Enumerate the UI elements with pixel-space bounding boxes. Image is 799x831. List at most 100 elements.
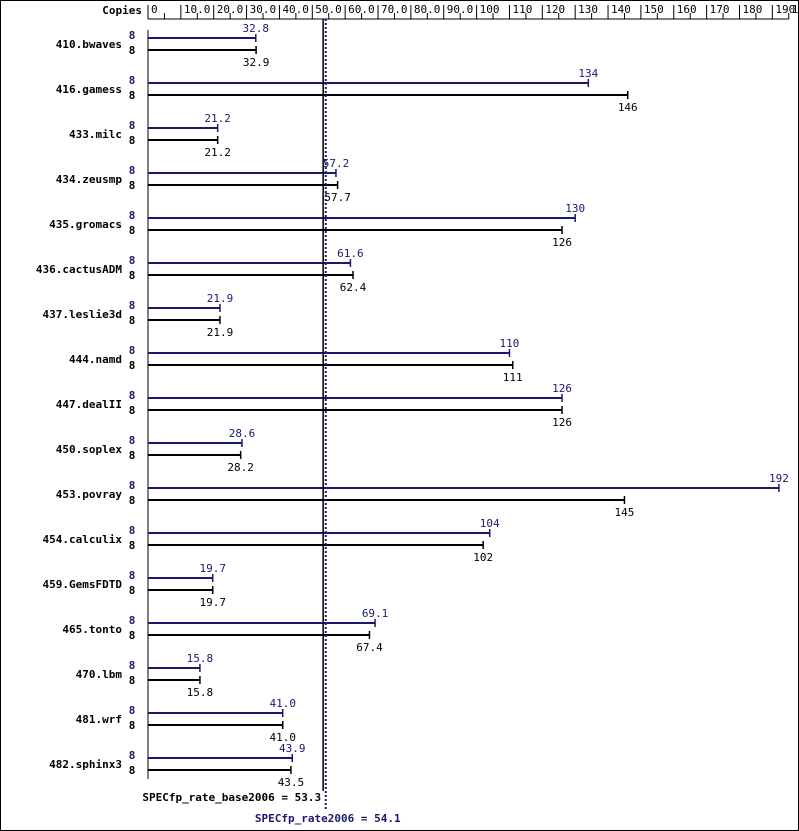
axis-tick-label: 130 (578, 3, 598, 16)
axis-tick-label: 110 (512, 3, 532, 16)
axis-tick-label: 170 (710, 3, 730, 16)
peak-value-label: 21.9 (207, 292, 234, 305)
peak-value-label: 192 (769, 472, 789, 485)
axis: 0 10.0 20.0 30.0 40.0 50.0 60.0 70.0 80.0 90.0 100… (147, 3, 798, 779)
peak-copies-label: 8 (129, 524, 136, 537)
benchmark-label: 447.dealII (56, 398, 122, 411)
base-value-label: 32.9 (243, 56, 270, 69)
peak-value-label: 61.6 (337, 247, 364, 260)
base-value-label: 41.0 (269, 731, 296, 744)
peak-value-label: 41.0 (269, 697, 296, 710)
benchmark-label: 435.gromacs (49, 218, 122, 231)
benchmark-label: 410.bwaves (56, 38, 122, 51)
axis-tick-label: 180 (742, 3, 762, 16)
base-reference-label: SPECfp_rate_base2006 = 53.3 (142, 791, 321, 804)
axis-tick-label: 50.0 (315, 3, 342, 16)
base-copies-label: 8 (129, 314, 136, 327)
base-copies-label: 8 (129, 719, 136, 732)
peak-copies-label: 8 (129, 569, 136, 582)
base-value-label: 126 (552, 416, 572, 429)
base-copies-label: 8 (129, 629, 136, 642)
base-value-label: 57.7 (324, 191, 351, 204)
axis-tick-label: 40.0 (282, 3, 309, 16)
peak-copies-label: 8 (129, 749, 136, 762)
peak-value-label: 57.2 (323, 157, 350, 170)
base-copies-label: 8 (129, 44, 136, 57)
base-copies-label: 8 (129, 494, 136, 507)
peak-copies-label: 8 (129, 74, 136, 87)
bars: 410.bwaves 8 32.8 8 32.9 416.gamess 8 134 8 146 43… (36, 22, 789, 789)
peak-copies-label: 8 (129, 389, 136, 402)
peak-copies-label: 8 (129, 254, 136, 267)
base-value-label: 62.4 (340, 281, 367, 294)
peak-copies-label: 8 (129, 479, 136, 492)
peak-value-label: 104 (480, 517, 500, 530)
peak-value-label: 21.2 (204, 112, 231, 125)
peak-copies-label: 8 (129, 29, 136, 42)
peak-value-label: 32.8 (243, 22, 270, 35)
axis-tick-label: 70.0 (381, 3, 408, 16)
benchmark-label: 454.calculix (43, 533, 123, 546)
benchmark-label: 470.lbm (76, 668, 123, 681)
base-value-label: 21.2 (204, 146, 231, 159)
peak-value-label: 134 (578, 67, 598, 80)
peak-value-label: 28.6 (229, 427, 256, 440)
axis-tick-label: 190 (775, 3, 795, 16)
axis-tick-label: 160 (677, 3, 697, 16)
axis-tick-label: 120 (545, 3, 565, 16)
peak-copies-label: 8 (129, 659, 136, 672)
base-copies-label: 8 (129, 269, 136, 282)
base-value-label: 15.8 (187, 686, 214, 699)
axis-tick-label: 90.0 (447, 3, 474, 16)
peak-value-label: 126 (552, 382, 572, 395)
axis-tick-label: 100 (480, 3, 500, 16)
benchmark-label: 453.povray (56, 488, 123, 501)
base-copies-label: 8 (129, 584, 136, 597)
axis-tick-label: 60.0 (348, 3, 375, 16)
base-copies-label: 8 (129, 674, 136, 687)
base-copies-label: 8 (129, 224, 136, 237)
base-value-label: 19.7 (199, 596, 226, 609)
base-copies-label: 8 (129, 449, 136, 462)
benchmark-label: 433.milc (69, 128, 122, 141)
peak-copies-label: 8 (129, 434, 136, 447)
axis-tick-label: 140 (611, 3, 631, 16)
peak-value-label: 19.7 (199, 562, 226, 575)
base-value-label: 21.9 (207, 326, 234, 339)
benchmark-label: 444.namd (69, 353, 122, 366)
base-value-label: 126 (552, 236, 572, 249)
axis-tick-label: 20.0 (217, 3, 244, 16)
peak-value-label: 15.8 (187, 652, 214, 665)
base-value-label: 43.5 (278, 776, 305, 789)
benchmark-label: 416.gamess (56, 83, 122, 96)
benchmark-label: 465.tonto (62, 623, 122, 636)
benchmark-label: 482.sphinx3 (49, 758, 122, 771)
base-copies-label: 8 (129, 539, 136, 552)
benchmark-label: 450.soplex (56, 443, 123, 456)
base-copies-label: 8 (129, 359, 136, 372)
base-copies-label: 8 (129, 179, 136, 192)
base-value-label: 67.4 (356, 641, 383, 654)
base-value-label: 146 (618, 101, 638, 114)
axis-tick-label: 10.0 (184, 3, 211, 16)
benchmark-label: 481.wrf (76, 713, 122, 726)
peak-copies-label: 8 (129, 614, 136, 627)
benchmark-label: 437.leslie3d (43, 308, 122, 321)
base-value-label: 111 (503, 371, 523, 384)
axis-tick-label: 30.0 (250, 3, 277, 16)
peak-reference-label: SPECfp_rate2006 = 54.1 (255, 812, 401, 825)
base-value-label: 28.2 (227, 461, 254, 474)
peak-copies-label: 8 (129, 119, 136, 132)
base-copies-label: 8 (129, 764, 136, 777)
peak-copies-label: 8 (129, 299, 136, 312)
peak-value-label: 69.1 (362, 607, 389, 620)
axis-title: Copies (102, 4, 142, 17)
peak-copies-label: 8 (129, 344, 136, 357)
base-copies-label: 8 (129, 134, 136, 147)
base-value-label: 145 (615, 506, 635, 519)
axis-tick-label: 80.0 (414, 3, 441, 16)
base-copies-label: 8 (129, 404, 136, 417)
benchmark-label: 434.zeusmp (56, 173, 123, 186)
